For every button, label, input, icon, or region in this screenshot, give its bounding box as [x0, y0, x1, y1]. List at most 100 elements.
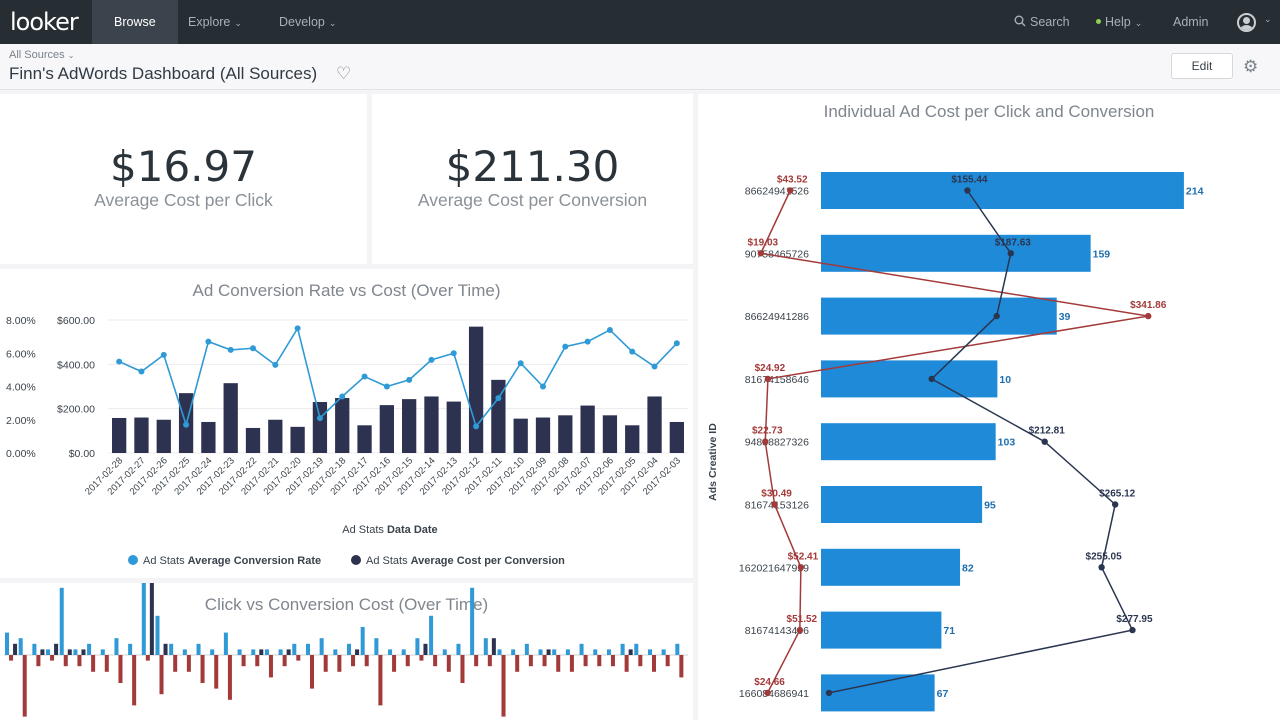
- conversion-rate-point: [383, 383, 390, 390]
- point-value-label: $30.49: [761, 489, 792, 500]
- nav-develop-label: Develop: [279, 15, 325, 29]
- user-avatar-icon[interactable]: [1237, 13, 1256, 32]
- cost-per-click-point: [762, 438, 769, 445]
- click-cost-bar: [196, 643, 201, 655]
- cost-bar: [134, 417, 149, 453]
- conversion-cost-bar: [337, 655, 342, 672]
- click-cost-bar: [524, 643, 529, 655]
- combined-cost-bar: [40, 649, 45, 655]
- looker-logo[interactable]: looker: [10, 8, 79, 36]
- cost-per-conversion-point: [993, 312, 1000, 320]
- point-value-label: $24.66: [754, 677, 785, 688]
- nav-explore[interactable]: Explore ⌄: [166, 0, 264, 44]
- conversion-rate-point: [651, 363, 658, 370]
- help-menu[interactable]: Help ⌄: [1096, 0, 1142, 44]
- conversion-cost-bar: [145, 655, 150, 661]
- conversion-rate-point: [272, 361, 279, 368]
- chart-title: Ad Conversion Rate vs Cost (Over Time): [192, 281, 501, 300]
- cost-bar: [245, 427, 261, 453]
- individual-ad-cost-chart: Ads Creative ID 86624941526 214 90758465726…: [707, 172, 1204, 712]
- conversion-cost-bar: [186, 655, 191, 672]
- cost-per-conversion-point: [964, 187, 971, 194]
- conversion-cost-bar: [474, 655, 479, 667]
- click-cost-bar: [497, 649, 502, 655]
- cost-per-click-point: [787, 187, 794, 194]
- click-cost-bar: [141, 583, 146, 655]
- conversion-rate-point: [183, 421, 190, 428]
- conversion-rate-point: [540, 383, 546, 390]
- chevron-down-icon[interactable]: ⌄: [1264, 14, 1272, 24]
- combined-cost-bar: [259, 649, 264, 655]
- breadcrumb[interactable]: All Sources ⌄: [9, 49, 74, 61]
- point-value-label: $212.81: [1029, 426, 1066, 437]
- click-cost-bar: [593, 649, 598, 655]
- search-button[interactable]: Search: [1014, 0, 1070, 44]
- cost-per-conversion-point: [1129, 626, 1136, 634]
- point-value-label: $255.05: [1086, 551, 1123, 562]
- conversion-rate-point: [160, 351, 167, 358]
- point-value-label: $277.95: [1116, 614, 1153, 625]
- cost-bar: [201, 421, 216, 453]
- bar-value-label: 103: [998, 437, 1016, 449]
- conversion-cost-bar: [104, 655, 109, 672]
- conversion-cost-bar: [624, 655, 629, 672]
- click-vs-conversion-tile: Click vs Conversion Cost (Over Time): [0, 583, 693, 720]
- kpi-value: $16.97: [110, 142, 257, 191]
- cost-bar: [424, 396, 439, 453]
- point-value-label: $52.41: [788, 551, 819, 562]
- click-cost-bar: [18, 638, 23, 655]
- conversion-cost-bar: [569, 655, 574, 672]
- cost-axis-tick: $400.00: [57, 359, 95, 371]
- click-cost-bar: [511, 649, 516, 655]
- ad-cost-bar: [821, 234, 1091, 272]
- conversion-cost-bar: [50, 655, 55, 661]
- cost-bar: [379, 405, 394, 453]
- cost-bar: [402, 399, 417, 453]
- click-cost-bar: [456, 643, 461, 655]
- click-cost-bar: [401, 649, 406, 655]
- point-value-label: $187.63: [995, 237, 1032, 248]
- breadcrumb-label: All Sources: [9, 49, 65, 61]
- ad-cost-bar: [821, 611, 942, 649]
- nav-develop[interactable]: Develop ⌄: [257, 0, 358, 44]
- ad-id-label: 86624941526: [745, 186, 809, 198]
- conversion-cost-bar: [405, 655, 410, 667]
- click-cost-bar: [606, 649, 611, 655]
- cost-bar: [535, 417, 551, 453]
- click-cost-bar: [87, 643, 92, 655]
- click-cost-bar: [579, 643, 584, 655]
- click-cost-bar: [388, 649, 393, 655]
- combined-cost-bar: [491, 638, 496, 655]
- conversion-cost-bar: [446, 655, 451, 672]
- conversion-cost-bar: [227, 655, 232, 700]
- click-cost-bar: [251, 649, 256, 655]
- favorite-heart-icon[interactable]: ♡: [336, 64, 352, 83]
- ad-cost-bar: [821, 360, 998, 398]
- cost-per-click-point: [797, 564, 805, 571]
- conversion-cost-bar: [487, 655, 492, 667]
- chevron-down-icon: ⌄: [67, 51, 75, 60]
- conversion-cost-bar: [419, 655, 424, 661]
- ad-cost-bar: [821, 423, 996, 461]
- cost-per-conversion-point: [1041, 438, 1048, 445]
- click-cost-bar: [620, 643, 625, 655]
- combined-cost-bar: [54, 643, 59, 655]
- conversion-rate-point: [428, 356, 435, 363]
- click-cost-bar: [5, 632, 10, 655]
- conversion-cost-bar: [36, 655, 41, 667]
- click-cost-bar: [360, 627, 365, 655]
- cost-per-conversion-point: [1007, 250, 1014, 257]
- cost-bar: [357, 425, 372, 453]
- rate-axis-tick: 2.00%: [6, 415, 36, 427]
- click-cost-bar: [59, 587, 64, 655]
- conversion-cost-bar: [77, 655, 82, 667]
- gear-icon[interactable]: ⚙: [1243, 57, 1259, 76]
- nav-browse[interactable]: Browse: [92, 0, 178, 44]
- edit-button[interactable]: Edit: [1171, 53, 1233, 79]
- conversion-cost-bar: [159, 655, 164, 695]
- legend-swatch: [128, 555, 138, 565]
- admin-link[interactable]: Admin: [1173, 0, 1208, 44]
- bar-value-label: 159: [1093, 248, 1111, 260]
- dashboard-header: All Sources ⌄ Finn's AdWords Dashboard (…: [0, 44, 1280, 90]
- conversion-rate-line: [118, 326, 678, 429]
